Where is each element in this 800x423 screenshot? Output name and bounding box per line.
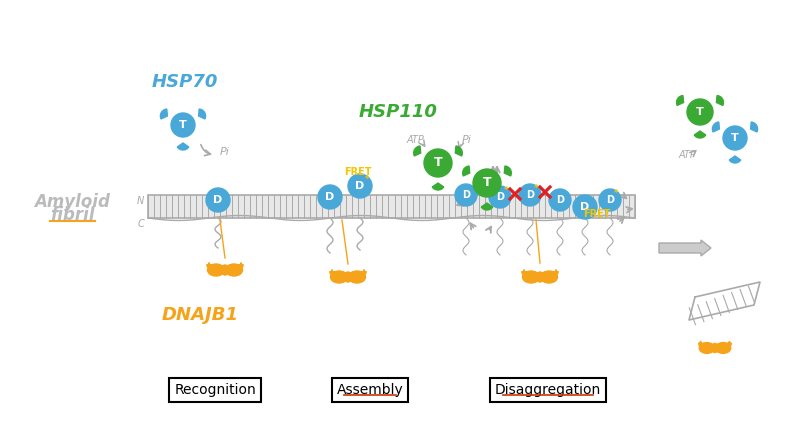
Wedge shape	[713, 122, 719, 132]
Wedge shape	[482, 203, 493, 210]
Circle shape	[332, 272, 338, 278]
Ellipse shape	[711, 343, 718, 352]
Circle shape	[519, 184, 541, 206]
Wedge shape	[161, 109, 167, 119]
Ellipse shape	[536, 272, 544, 282]
Wedge shape	[432, 183, 444, 190]
Text: T: T	[696, 107, 704, 117]
Text: FRET: FRET	[344, 167, 372, 177]
Text: D: D	[214, 195, 222, 205]
Text: D: D	[580, 202, 590, 212]
Circle shape	[171, 113, 195, 137]
Ellipse shape	[330, 271, 347, 283]
Wedge shape	[750, 122, 758, 132]
Text: N: N	[137, 196, 144, 206]
Wedge shape	[730, 156, 741, 163]
Ellipse shape	[344, 272, 352, 282]
Text: C: C	[138, 219, 144, 229]
Circle shape	[318, 185, 342, 209]
Ellipse shape	[349, 271, 366, 283]
Wedge shape	[178, 143, 189, 150]
Ellipse shape	[207, 264, 225, 276]
Text: D: D	[606, 195, 614, 205]
Circle shape	[687, 99, 713, 125]
Text: Amyloid: Amyloid	[34, 193, 110, 211]
Circle shape	[455, 184, 477, 206]
Circle shape	[573, 195, 597, 219]
Wedge shape	[694, 131, 706, 138]
Text: D: D	[462, 190, 470, 200]
FancyArrow shape	[659, 240, 711, 256]
Text: *: *	[534, 184, 538, 193]
Wedge shape	[198, 109, 206, 119]
Ellipse shape	[226, 264, 242, 276]
Wedge shape	[462, 166, 470, 176]
Circle shape	[524, 272, 530, 278]
Text: D: D	[526, 190, 534, 200]
Text: D: D	[355, 181, 365, 191]
Ellipse shape	[699, 343, 714, 353]
Circle shape	[723, 126, 747, 150]
Wedge shape	[455, 146, 462, 156]
Text: Pi: Pi	[462, 135, 472, 145]
Text: HSP70: HSP70	[152, 73, 218, 91]
Circle shape	[550, 272, 556, 278]
Circle shape	[473, 169, 501, 197]
Circle shape	[724, 343, 730, 349]
Text: T: T	[482, 176, 491, 190]
Bar	[148, 195, 635, 218]
Circle shape	[549, 189, 571, 211]
Text: Pi: Pi	[220, 147, 230, 157]
Text: Disaggregation: Disaggregation	[495, 383, 601, 397]
Wedge shape	[677, 96, 683, 105]
Circle shape	[424, 149, 452, 177]
Text: *: *	[364, 175, 369, 184]
Text: FRET: FRET	[583, 209, 610, 219]
Ellipse shape	[715, 343, 730, 353]
Text: HSP110: HSP110	[358, 103, 438, 121]
Text: *: *	[614, 190, 618, 198]
Text: DNAJB1: DNAJB1	[162, 306, 238, 324]
Wedge shape	[414, 146, 421, 156]
Circle shape	[599, 189, 621, 211]
Circle shape	[701, 343, 706, 349]
Circle shape	[358, 272, 364, 278]
Text: T: T	[731, 133, 739, 143]
Text: *: *	[504, 187, 508, 195]
Text: ATP: ATP	[406, 135, 424, 145]
Ellipse shape	[221, 265, 229, 275]
Text: ATP: ATP	[678, 150, 696, 160]
Text: Assembly: Assembly	[337, 383, 403, 397]
Circle shape	[235, 265, 241, 271]
Text: D: D	[326, 192, 334, 202]
Text: T: T	[434, 157, 442, 170]
Text: D: D	[556, 195, 564, 205]
Text: fibril: fibril	[50, 206, 94, 224]
Circle shape	[209, 265, 215, 271]
Text: D: D	[496, 192, 504, 202]
Circle shape	[489, 186, 511, 208]
Ellipse shape	[541, 271, 558, 283]
Circle shape	[348, 174, 372, 198]
Text: Recognition: Recognition	[174, 383, 256, 397]
Wedge shape	[717, 96, 723, 105]
Text: T: T	[179, 120, 187, 130]
Ellipse shape	[522, 271, 539, 283]
Circle shape	[206, 188, 230, 212]
Wedge shape	[504, 166, 511, 176]
